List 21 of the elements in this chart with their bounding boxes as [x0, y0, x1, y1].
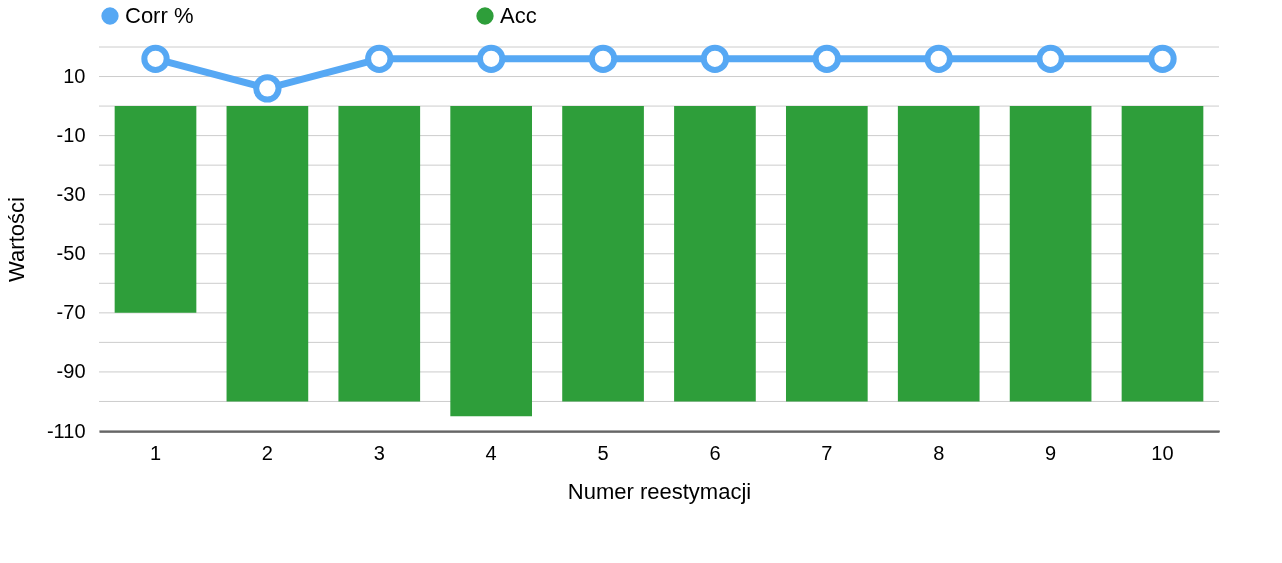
x-tick-label: 2 [261, 441, 273, 464]
y-tick-label: -30 [56, 183, 86, 206]
y-tick-label: -90 [56, 360, 86, 383]
y-tick-label: -70 [56, 301, 86, 324]
x-axis-title: Numer reestymacji [567, 478, 752, 504]
y-tick-label: 10 [63, 65, 86, 88]
x-tick-label: 1 [149, 441, 162, 464]
x-tick-label: 9 [1045, 441, 1057, 464]
x-tick-label: 6 [709, 441, 721, 464]
x-tick-label: 3 [373, 441, 385, 464]
x-tick-label: 5 [597, 441, 609, 464]
y-tick-label: -50 [56, 242, 86, 265]
y-tick-label: -10 [56, 124, 86, 147]
y-axis-title: Wartości [3, 197, 29, 282]
x-tick-label: 10 [1151, 441, 1174, 464]
legend-label: Acc [500, 3, 537, 28]
x-tick-label: 8 [933, 441, 945, 464]
y-tick-label: -110 [46, 419, 86, 442]
legend-label: Corr % [125, 3, 194, 28]
x-tick-label: 4 [485, 441, 497, 464]
x-tick-label: 7 [821, 441, 833, 464]
